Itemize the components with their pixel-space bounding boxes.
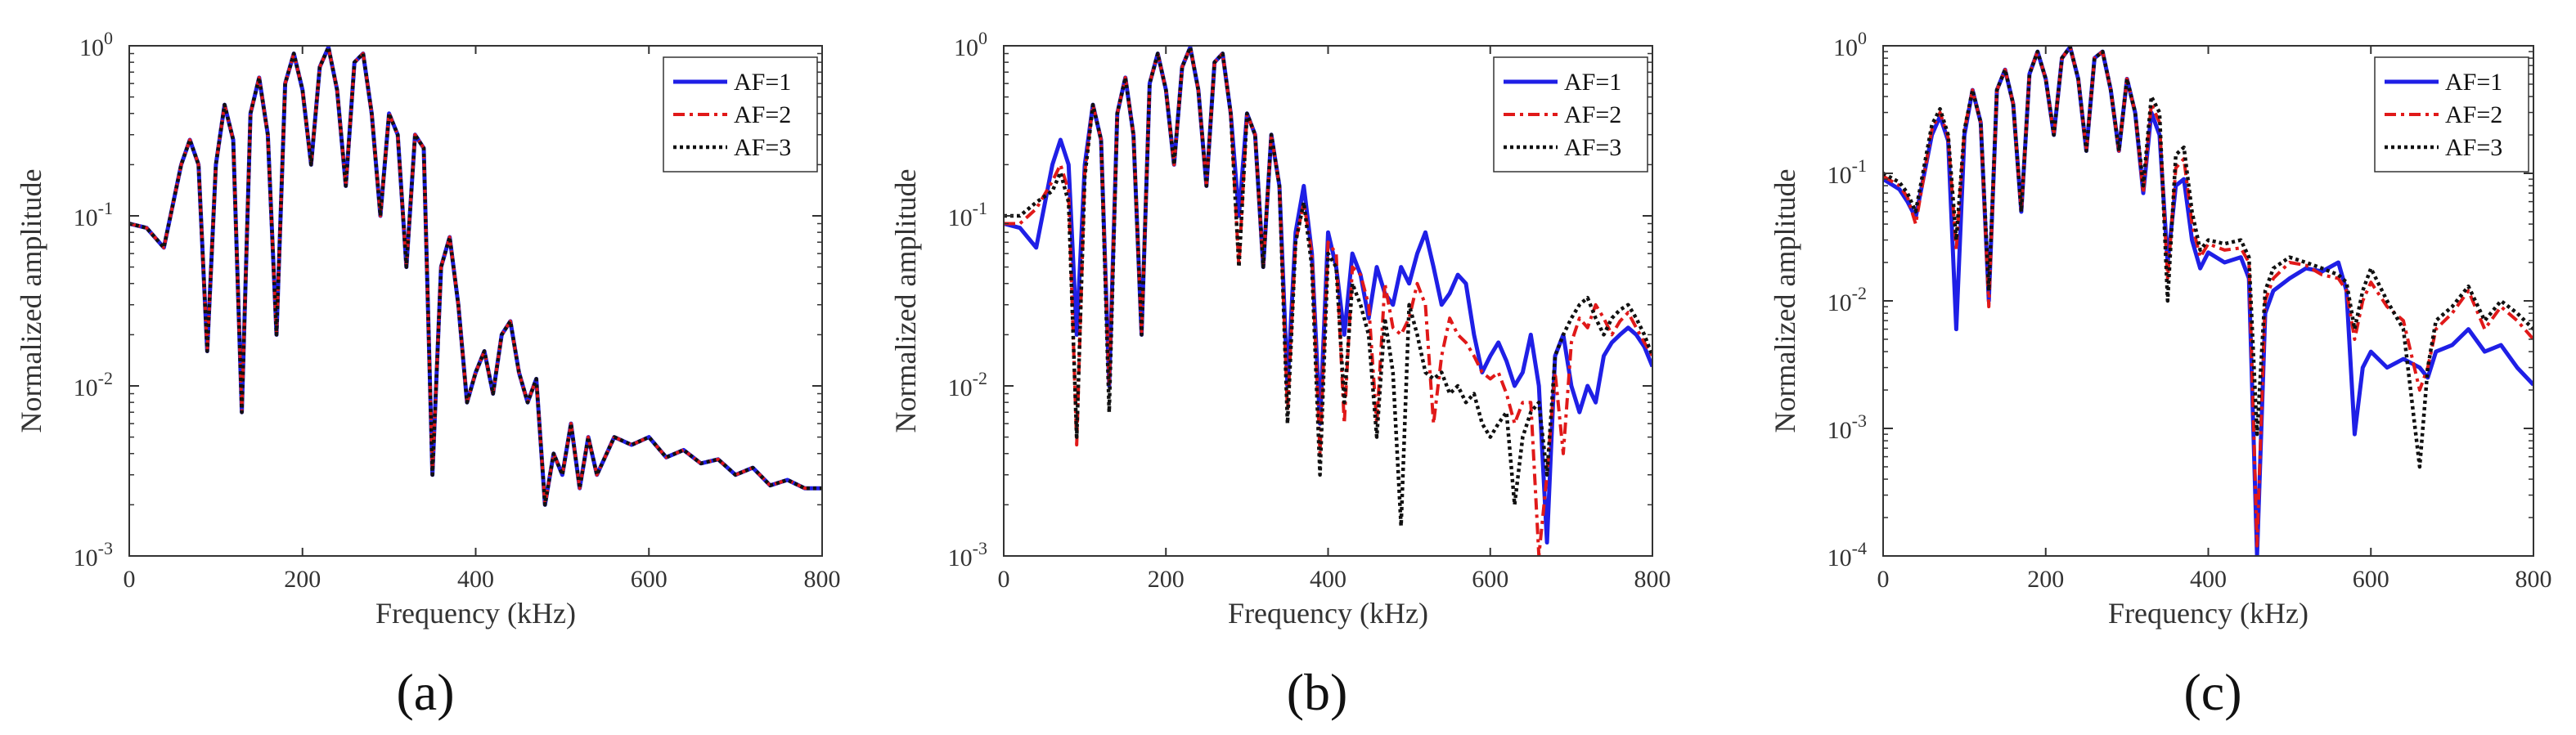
series-line-af3 — [1883, 46, 2533, 469]
y-tick-label: 10-3 — [74, 538, 113, 571]
x-tick-label: 400 — [2190, 566, 2227, 593]
legend: AF=1 AF=2 AF=3 — [2374, 56, 2529, 173]
x-tick-label: 600 — [2353, 566, 2389, 593]
x-axis-label: Frequency (kHz) — [2108, 597, 2309, 630]
y-tick-label: 100 — [1833, 28, 1867, 61]
y-tick-exponent: -1 — [973, 198, 987, 218]
panel-label: (a) — [396, 663, 454, 721]
legend-box — [1493, 56, 1648, 173]
x-axis-label: Frequency (kHz) — [375, 597, 576, 630]
legend-label-af2: AF=2 — [1564, 101, 1621, 128]
x-tick-label: 0 — [998, 566, 1010, 593]
y-tick-exponent: -3 — [973, 538, 987, 558]
y-axis-label: Normalized amplitude — [889, 169, 922, 433]
x-tick-label: 0 — [1877, 566, 1890, 593]
y-tick-exponent: 0 — [104, 28, 113, 48]
x-tick-label: 200 — [2027, 566, 2064, 593]
y-tick-exponent: -3 — [1852, 410, 1867, 431]
panel-label: (c) — [2183, 663, 2241, 721]
y-tick-label: 10-2 — [1827, 283, 1867, 316]
y-tick-label: 10-4 — [1827, 538, 1867, 571]
x-tick-label: 800 — [2515, 566, 2552, 593]
y-axis-label: Normalized amplitude — [1769, 169, 1801, 433]
y-tick-exponent: -2 — [1852, 283, 1867, 303]
y-tick-exponent: -4 — [1852, 538, 1867, 558]
y-tick-exponent: -1 — [1852, 155, 1867, 176]
y-tick-exponent: -3 — [98, 538, 113, 558]
legend: AF=1 AF=2 AF=3 — [1493, 56, 1648, 173]
series-line-af3 — [1004, 46, 1652, 528]
y-tick-label: 10-3 — [1827, 410, 1867, 444]
y-tick-label: 10-3 — [948, 538, 987, 571]
legend-label-af3: AF=3 — [734, 134, 791, 161]
x-tick-label: 400 — [457, 566, 494, 593]
x-tick-label: 400 — [1310, 566, 1346, 593]
x-tick-label: 600 — [1472, 566, 1508, 593]
x-tick-label: 200 — [284, 566, 321, 593]
series-line-af2 — [1883, 46, 2533, 548]
y-tick-label: 10-1 — [74, 198, 113, 231]
legend-label-af3: AF=3 — [2445, 134, 2502, 161]
x-tick-label: 0 — [124, 566, 136, 593]
y-tick-exponent: -2 — [973, 368, 987, 388]
legend-label-af1: AF=1 — [1564, 69, 1621, 96]
series-line-af3 — [129, 46, 822, 507]
y-tick-label: 100 — [954, 28, 987, 61]
x-tick-label: 600 — [631, 566, 668, 593]
x-tick-label: 800 — [804, 566, 841, 593]
legend-box — [2374, 56, 2529, 173]
legend: AF=1 AF=2 AF=3 — [663, 56, 818, 173]
y-tick-label: 10-2 — [74, 368, 113, 401]
legend-label-af1: AF=1 — [734, 69, 791, 96]
y-tick-label: 100 — [79, 28, 113, 61]
y-axis-label: Normalized amplitude — [15, 169, 47, 433]
x-axis-label: Frequency (kHz) — [1228, 597, 1428, 630]
chart-panel-c: 0 200 400 600 800 10-4 10-3 10-2 10-1 100 Frequenc… — [1769, 28, 2552, 721]
y-tick-label: 10-2 — [948, 368, 987, 401]
y-tick-label: 10-1 — [948, 198, 987, 231]
panel-label: (b) — [1287, 663, 1348, 721]
y-tick-exponent: 0 — [978, 28, 987, 48]
chart-panel-b: 0 200 400 600 800 10-3 10-2 10-1 100 Frequency (k… — [889, 28, 1671, 721]
legend-label-af2: AF=2 — [734, 101, 791, 128]
x-tick-label: 200 — [1148, 566, 1185, 593]
y-tick-label: 10-1 — [1827, 155, 1867, 189]
legend-label-af3: AF=3 — [1564, 134, 1621, 161]
y-tick-exponent: -2 — [98, 368, 113, 388]
y-tick-exponent: 0 — [1858, 28, 1867, 48]
legend-label-af2: AF=2 — [2445, 101, 2502, 128]
x-tick-label: 800 — [1634, 566, 1671, 593]
legend-label-af1: AF=1 — [2445, 69, 2502, 96]
chart-panel-a: 0 200 400 600 800 10-3 10-2 10-1 100 Frequency (k… — [15, 28, 841, 721]
legend-box — [663, 56, 818, 173]
y-tick-exponent: -1 — [98, 198, 113, 218]
